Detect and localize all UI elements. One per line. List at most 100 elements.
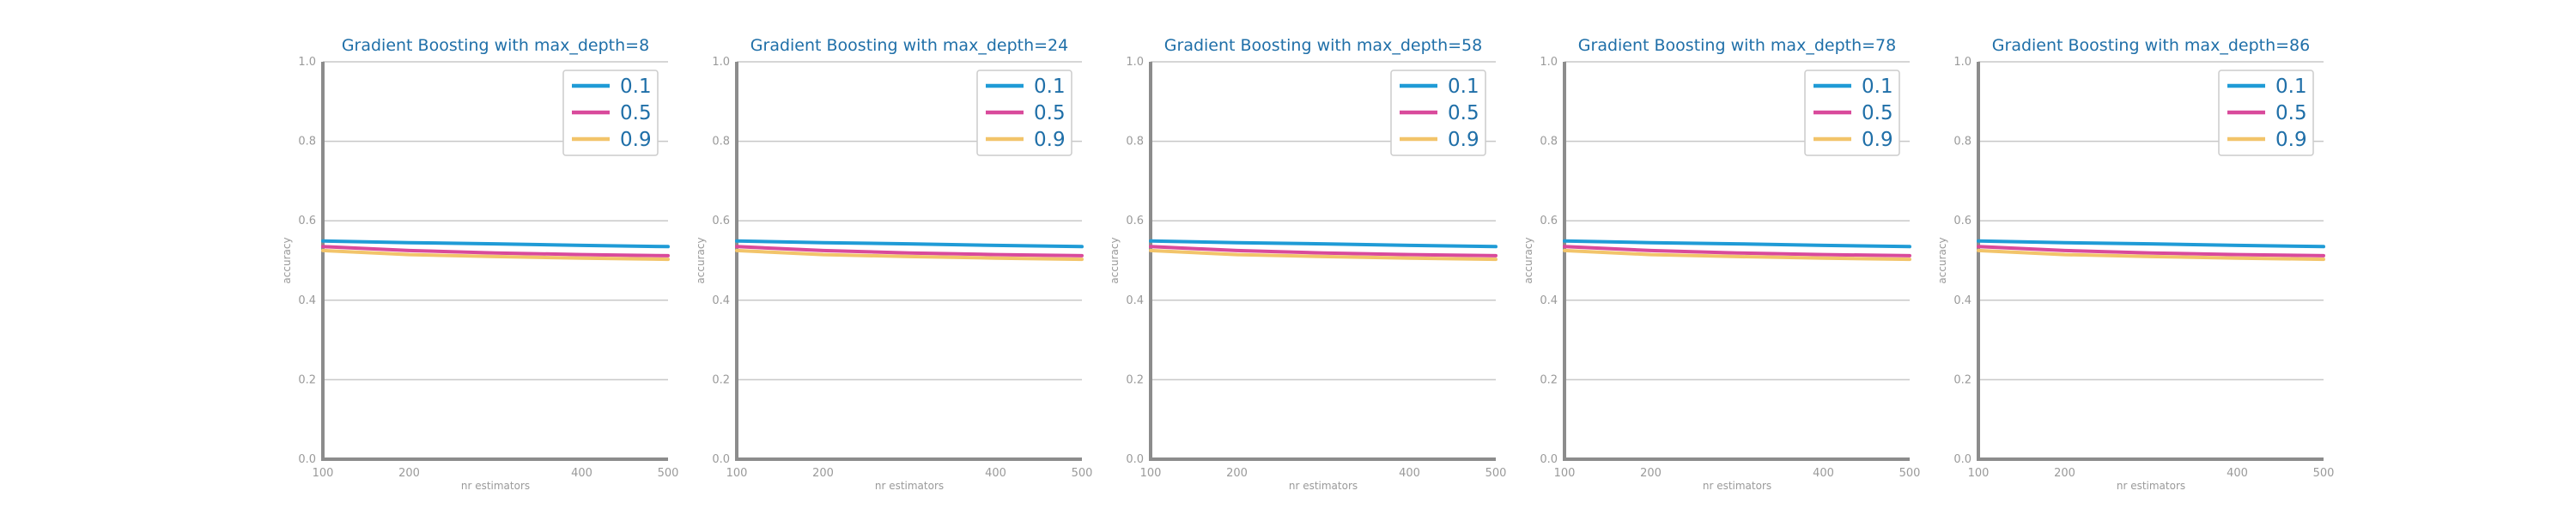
y-axis-label: accuracy [281,237,293,283]
y-tick-label: 0.4 [1126,294,1144,307]
series-line-0.5 [321,245,670,258]
y-tick-label: 0.0 [298,453,316,466]
y-tick-label: 0.0 [1953,453,1971,466]
chart-panel-3: 0.0 0.2 0.4 0.6 0.8 1.0 100 200 400 500 Gradient B… [1109,36,1506,492]
legend: 0.1 0.5 0.9 [2218,70,2314,156]
x-tick-label: 400 [1813,467,1834,480]
series-line-0.9 [735,248,1084,262]
y-axis-label: accuracy [695,237,707,283]
x-tick-label: 100 [1968,467,1990,480]
x-tick-label: 200 [1640,467,1662,480]
x-tick-label: 100 [313,467,334,480]
series-line-0.9 [321,248,670,262]
y-tick-label: 0.0 [1540,453,1558,466]
legend-label: 0.9 [1448,129,1479,151]
legend: 0.1 0.5 0.9 [1390,70,1486,156]
y-tick-label: 0.6 [1540,215,1558,227]
series-line-0.1 [321,239,670,249]
legend: 0.1 0.5 0.9 [1804,70,1900,156]
series-line-0.9 [1563,248,1911,262]
y-tick-label: 0.2 [1126,373,1144,386]
legend-label: 0.5 [1448,102,1479,124]
y-tick-label: 1.0 [1953,56,1971,69]
chart-title: Gradient Boosting with max_depth=24 [750,36,1068,55]
x-axis-label: nr estimators [1703,480,1771,492]
x-tick-label: 200 [2054,467,2075,480]
legend-label: 0.1 [1862,76,1893,98]
y-axis-label: accuracy [1522,237,1534,283]
y-tick-label: 0.8 [1953,136,1971,148]
y-tick-label: 0.6 [712,215,730,227]
y-axis-label: accuracy [1109,237,1121,283]
legend-label: 0.9 [1034,129,1066,151]
chart-panel-5: 0.0 0.2 0.4 0.6 0.8 1.0 100 200 400 500 Gradient B… [1936,36,2334,492]
legend-box [562,70,659,156]
y-tick-label: 0.2 [1953,373,1971,386]
series-line-0.5 [1149,245,1498,258]
x-tick-label: 500 [658,467,679,480]
legend-label: 0.5 [1862,102,1893,124]
chart-title: Gradient Boosting with max_depth=78 [1578,36,1896,55]
y-tick-label: 1.0 [298,56,316,69]
legend-box [976,70,1072,156]
legend-label: 0.1 [620,76,652,98]
series-line-0.1 [1977,239,2325,249]
legend-label: 0.1 [1034,76,1066,98]
x-tick-label: 400 [1399,467,1420,480]
x-axis-label: nr estimators [1289,480,1358,492]
x-tick-label: 100 [726,467,748,480]
y-tick-label: 0.2 [298,373,316,386]
series-line-0.9 [1149,248,1498,262]
x-tick-label: 400 [571,467,592,480]
series-line-0.1 [1149,239,1498,249]
x-tick-label: 200 [812,467,834,480]
legend-label: 0.5 [1034,102,1066,124]
legend-label: 0.9 [1862,129,1893,151]
series-line-0.5 [1977,245,2325,258]
chart-panel-1: 0.0 0.2 0.4 0.6 0.8 1.0 100 200 400 500 Gradient B… [281,36,678,492]
series-line-0.1 [735,239,1084,249]
series-line-0.9 [1977,248,2325,262]
y-tick-label: 1.0 [1126,56,1144,69]
y-tick-label: 0.8 [298,136,316,148]
chart-title: Gradient Boosting with max_depth=58 [1164,36,1482,55]
legend-label: 0.9 [620,129,652,151]
x-tick-label: 400 [985,467,1006,480]
chart-title: Gradient Boosting with max_depth=86 [1992,36,2310,55]
series-line-0.1 [1563,239,1911,249]
x-tick-label: 100 [1140,467,1162,480]
legend-box [1804,70,1900,156]
x-axis-label: nr estimators [2117,480,2185,492]
x-axis-label: nr estimators [875,480,944,492]
y-tick-label: 0.4 [298,294,316,307]
chart-panel-4: 0.0 0.2 0.4 0.6 0.8 1.0 100 200 400 500 Gradient B… [1522,36,1920,492]
y-tick-label: 1.0 [1540,56,1558,69]
x-tick-label: 500 [2313,467,2335,480]
x-tick-label: 500 [1485,467,1507,480]
y-tick-label: 0.6 [298,215,316,227]
y-tick-label: 0.6 [1953,215,1971,227]
legend-label: 0.1 [2275,76,2307,98]
x-tick-label: 200 [398,467,420,480]
chart-title: Gradient Boosting with max_depth=8 [342,36,649,55]
legend-label: 0.9 [2275,129,2307,151]
legend-label: 0.1 [1448,76,1479,98]
legend-box [2218,70,2314,156]
y-tick-label: 0.4 [1540,294,1558,307]
series-line-0.5 [735,245,1084,258]
x-tick-label: 400 [2227,467,2248,480]
y-tick-label: 0.8 [712,136,730,148]
x-tick-label: 500 [1899,467,1921,480]
x-tick-label: 200 [1226,467,1248,480]
x-axis-label: nr estimators [461,480,530,492]
legend: 0.1 0.5 0.9 [562,70,659,156]
legend-label: 0.5 [2275,102,2307,124]
y-tick-label: 0.6 [1126,215,1144,227]
y-axis-label: accuracy [1936,237,1948,283]
x-tick-label: 500 [1072,467,1093,480]
y-tick-label: 0.4 [1953,294,1971,307]
y-tick-label: 0.2 [712,373,730,386]
y-tick-label: 0.8 [1126,136,1144,148]
legend: 0.1 0.5 0.9 [976,70,1072,156]
